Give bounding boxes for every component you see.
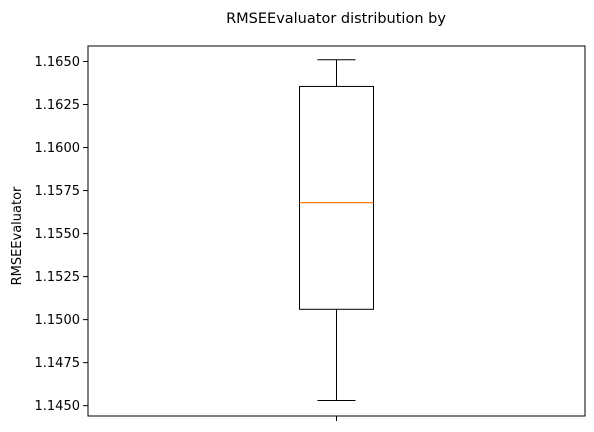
y-axis-ticks: 1.1450 1.1475 1.1500 1.1525 1.1550 1.1575 1.16… — [35, 55, 88, 414]
y-tick-label: 1.1600 — [35, 141, 81, 156]
y-tick-label: 1.1450 — [35, 399, 81, 414]
y-tick-label: 1.1550 — [35, 227, 81, 242]
y-tick-label: 1.1650 — [35, 55, 81, 70]
chart-title: RMSEEvaluator distribution by — [226, 11, 446, 27]
y-tick-label: 1.1525 — [35, 270, 81, 285]
y-tick-label: 1.1500 — [35, 313, 81, 328]
y-tick-label: 1.1625 — [35, 98, 81, 113]
y-tick-label: 1.1475 — [35, 356, 81, 371]
box-iqr — [299, 85, 374, 310]
plot-frame — [87, 45, 586, 417]
y-tick-label: 1.1575 — [35, 184, 81, 199]
y-axis-label: RMSEEvaluator — [10, 186, 25, 285]
box-plot-series — [299, 59, 374, 402]
